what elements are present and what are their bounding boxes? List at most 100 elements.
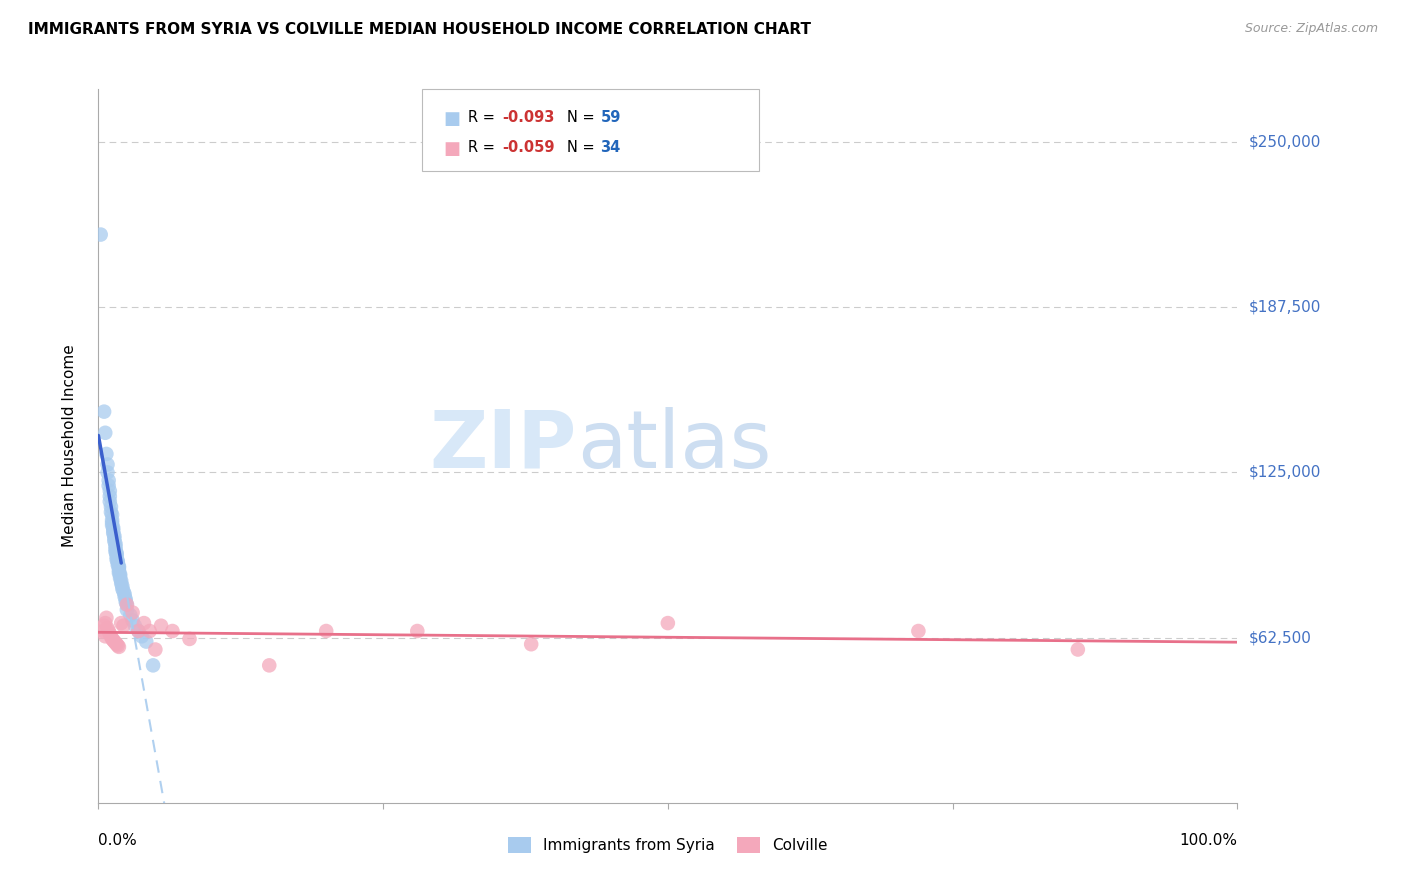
Point xyxy=(97,478,120,492)
Point xyxy=(127,624,149,638)
Point xyxy=(150,618,173,632)
Point xyxy=(103,526,125,541)
Point xyxy=(104,636,127,650)
Text: R =: R = xyxy=(468,110,499,125)
Point xyxy=(114,592,136,607)
Point xyxy=(124,618,146,632)
Point xyxy=(127,624,149,638)
Point xyxy=(115,598,138,612)
Point xyxy=(105,547,128,561)
Point xyxy=(98,483,121,498)
Text: 59: 59 xyxy=(600,110,620,125)
Point xyxy=(96,611,118,625)
Point xyxy=(103,633,125,648)
Point xyxy=(100,500,122,514)
Point xyxy=(108,640,131,654)
Point xyxy=(94,616,117,631)
Point xyxy=(96,621,118,635)
Point xyxy=(96,447,118,461)
Text: 100.0%: 100.0% xyxy=(1180,833,1237,848)
Point xyxy=(132,616,155,631)
Point xyxy=(101,518,124,533)
Text: ■: ■ xyxy=(443,140,460,158)
Point xyxy=(259,658,281,673)
Point xyxy=(315,624,337,638)
Point xyxy=(1067,642,1090,657)
Point xyxy=(104,537,127,551)
Point xyxy=(96,466,118,480)
Point xyxy=(135,634,157,648)
Point xyxy=(111,582,134,596)
Point xyxy=(108,566,131,580)
Text: $250,000: $250,000 xyxy=(1249,135,1320,150)
Point xyxy=(120,608,142,623)
Text: -0.059: -0.059 xyxy=(502,140,554,155)
Point xyxy=(138,624,160,638)
Point xyxy=(93,618,115,632)
Point xyxy=(107,554,129,568)
Point xyxy=(103,529,125,543)
Point xyxy=(103,634,125,648)
Point xyxy=(111,579,134,593)
Text: IMMIGRANTS FROM SYRIA VS COLVILLE MEDIAN HOUSEHOLD INCOME CORRELATION CHART: IMMIGRANTS FROM SYRIA VS COLVILLE MEDIAN… xyxy=(28,22,811,37)
Point xyxy=(107,639,129,653)
Text: Source: ZipAtlas.com: Source: ZipAtlas.com xyxy=(1244,22,1378,36)
Point xyxy=(406,624,429,638)
Text: N =: N = xyxy=(567,110,599,125)
Text: $125,000: $125,000 xyxy=(1249,465,1320,480)
Text: ZIP: ZIP xyxy=(429,407,576,485)
Point xyxy=(110,576,132,591)
Point xyxy=(104,542,127,557)
Point xyxy=(107,558,129,572)
Point xyxy=(108,567,131,582)
Point xyxy=(115,603,138,617)
Point xyxy=(105,552,128,566)
Point xyxy=(101,516,124,530)
Point xyxy=(108,571,131,585)
Point xyxy=(94,425,117,440)
Y-axis label: Median Household Income: Median Household Income xyxy=(62,344,77,548)
Point xyxy=(105,549,128,564)
Point xyxy=(114,590,136,604)
Point xyxy=(104,540,127,554)
Text: $62,500: $62,500 xyxy=(1249,630,1312,645)
Point xyxy=(115,598,138,612)
Point xyxy=(91,624,114,638)
Text: ■: ■ xyxy=(443,110,460,128)
Point xyxy=(96,458,118,472)
Legend: Immigrants from Syria, Colville: Immigrants from Syria, Colville xyxy=(502,831,834,859)
Point xyxy=(907,624,929,638)
Point xyxy=(94,629,117,643)
Point xyxy=(93,404,115,418)
Point xyxy=(105,546,128,560)
Point xyxy=(105,637,128,651)
Text: N =: N = xyxy=(567,140,599,155)
Text: -0.093: -0.093 xyxy=(502,110,554,125)
Text: 34: 34 xyxy=(600,140,620,155)
Text: $187,500: $187,500 xyxy=(1249,300,1320,315)
Point xyxy=(114,587,136,601)
Point xyxy=(114,595,136,609)
Point xyxy=(90,227,112,242)
Point xyxy=(101,632,124,646)
Point xyxy=(162,624,184,638)
Point xyxy=(520,637,543,651)
Point xyxy=(142,658,165,673)
Point xyxy=(110,574,132,588)
Point xyxy=(97,624,120,638)
Point xyxy=(131,629,153,643)
Point xyxy=(98,489,121,503)
Point xyxy=(100,505,122,519)
Point xyxy=(112,618,135,632)
Point xyxy=(108,568,131,582)
Point xyxy=(145,642,167,657)
Point xyxy=(121,606,143,620)
Point xyxy=(103,521,125,535)
Point xyxy=(121,614,143,628)
Point xyxy=(104,545,127,559)
Point xyxy=(108,560,131,574)
Point xyxy=(100,629,122,643)
Text: R =: R = xyxy=(468,140,499,155)
Text: 0.0%: 0.0% xyxy=(98,833,138,848)
Point xyxy=(103,524,125,538)
